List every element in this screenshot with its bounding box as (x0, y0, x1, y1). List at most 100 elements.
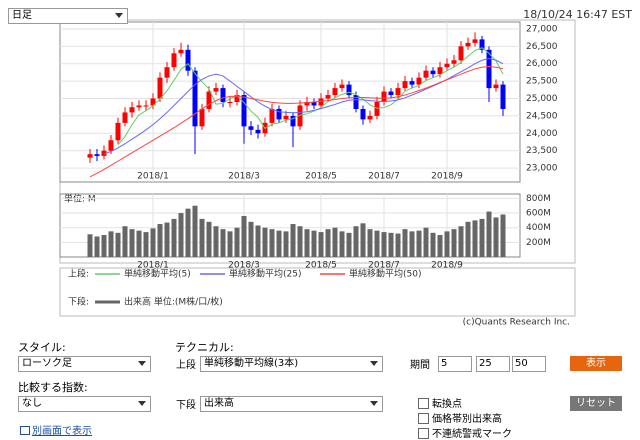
period-input[interactable]: 5 (438, 356, 472, 372)
candle-body (234, 95, 240, 102)
candle-body (458, 46, 464, 61)
candle-body (227, 102, 233, 103)
x-tick-label: 2018/5 (305, 172, 337, 182)
legend-label: 単純移動平均(50) (349, 268, 421, 280)
checkbox-label: 価格帯別出来高 (432, 414, 502, 425)
candle-body (178, 49, 184, 54)
candle-body (332, 88, 338, 96)
upper-select[interactable]: 単純移動平均線(3本) (200, 356, 383, 372)
candle-body (325, 95, 331, 99)
candle-body (416, 77, 422, 85)
volume-bar (451, 229, 457, 257)
lower-select[interactable]: 出来高 (200, 396, 383, 412)
y-tick-label: 200M (526, 238, 551, 248)
x-tick-label: 2018/9 (431, 172, 463, 182)
lower-label: 下段 (176, 400, 196, 411)
x-tick-label: 2018/7 (368, 261, 400, 271)
candle-body (311, 102, 317, 106)
copyright: (c)Quants Research Inc. (463, 318, 570, 328)
volume-bar (192, 205, 198, 257)
candle-body (94, 154, 100, 156)
volume-bar (360, 223, 366, 257)
y-tick-label: 600M (526, 209, 551, 219)
volume-bar (164, 222, 170, 257)
style-select[interactable]: ローソク足 (18, 356, 151, 372)
price-panel (59, 21, 521, 183)
volume-bar (241, 215, 247, 257)
y-tick-label: 27,000 (526, 24, 558, 34)
upper-label: 上段 (176, 360, 196, 371)
new-window-link[interactable]: 別画面で表示 (32, 426, 92, 437)
candle-body (199, 108, 205, 127)
volume-bar (395, 233, 401, 257)
show-button[interactable]: 表示 (570, 356, 622, 371)
y-tick-label: 24,500 (526, 111, 558, 121)
volume-bar (472, 220, 478, 257)
legend-label: 出来高 単位:(M株/口/枚) (124, 296, 223, 308)
volume-bar (234, 227, 240, 257)
volume-bar (94, 236, 100, 257)
candle-body (493, 84, 499, 89)
candle-body (318, 98, 324, 106)
period-label: 期間 (410, 360, 430, 371)
candle-body (143, 105, 149, 107)
volume-bar (213, 226, 219, 257)
candle-body (164, 67, 170, 78)
technical-label: テクニカル: (175, 341, 234, 354)
volume-bar (283, 231, 289, 257)
candle-body (213, 88, 219, 92)
checkbox-label: 転換点 (432, 399, 462, 410)
volume-bar (108, 231, 114, 257)
candle-body (367, 115, 373, 120)
candle-body (479, 39, 485, 50)
candle-body (241, 95, 247, 127)
candle-body (409, 81, 415, 85)
candle-body (451, 60, 457, 64)
candle-body (381, 91, 387, 102)
volume-bar (493, 217, 499, 257)
legend-label: 単純移動平均(5) (124, 268, 191, 280)
candle-body (353, 95, 359, 109)
y-tick-label: 400M (526, 223, 551, 233)
checkbox[interactable] (418, 428, 429, 439)
candle-body (185, 49, 191, 71)
volume-bar (353, 226, 359, 257)
candle-body (248, 126, 254, 130)
period-select[interactable]: 日足 (8, 8, 128, 24)
candle-body (395, 88, 401, 96)
candle-body (444, 63, 450, 68)
legend-box (59, 267, 576, 317)
candle-body (220, 88, 226, 102)
timestamp: 18/10/24 16:47 EST (523, 8, 632, 21)
candle-body (486, 49, 492, 89)
volume-bar (444, 231, 450, 257)
volume-bar (346, 232, 352, 257)
volume-bar (465, 221, 471, 257)
volume-bar (437, 235, 443, 257)
y-tick-label: 24,000 (526, 129, 558, 139)
volume-bar (430, 232, 436, 257)
volume-bar (479, 218, 485, 257)
checkbox[interactable] (418, 398, 429, 409)
candle-body (122, 112, 128, 123)
candle-body (374, 102, 380, 116)
candle-body (87, 154, 93, 158)
candle-body (346, 84, 352, 96)
x-tick-label: 2018/9 (431, 261, 463, 271)
window-icon (20, 426, 30, 435)
candle-body (192, 70, 198, 127)
x-tick-label: 2018/1 (137, 172, 169, 182)
volume-bar (367, 229, 373, 257)
reset-button[interactable]: リセット (570, 396, 622, 411)
volume-bar (304, 229, 310, 257)
volume-bar (143, 232, 149, 257)
candle-body (472, 39, 478, 43)
compare-select[interactable]: なし (18, 396, 151, 412)
period-input[interactable]: 50 (512, 356, 546, 372)
volume-bar (332, 227, 338, 257)
candle-body (304, 102, 310, 106)
period-input[interactable]: 25 (476, 356, 510, 372)
volume-bar (185, 208, 191, 257)
volume-panel (59, 193, 521, 258)
checkbox[interactable] (418, 413, 429, 424)
